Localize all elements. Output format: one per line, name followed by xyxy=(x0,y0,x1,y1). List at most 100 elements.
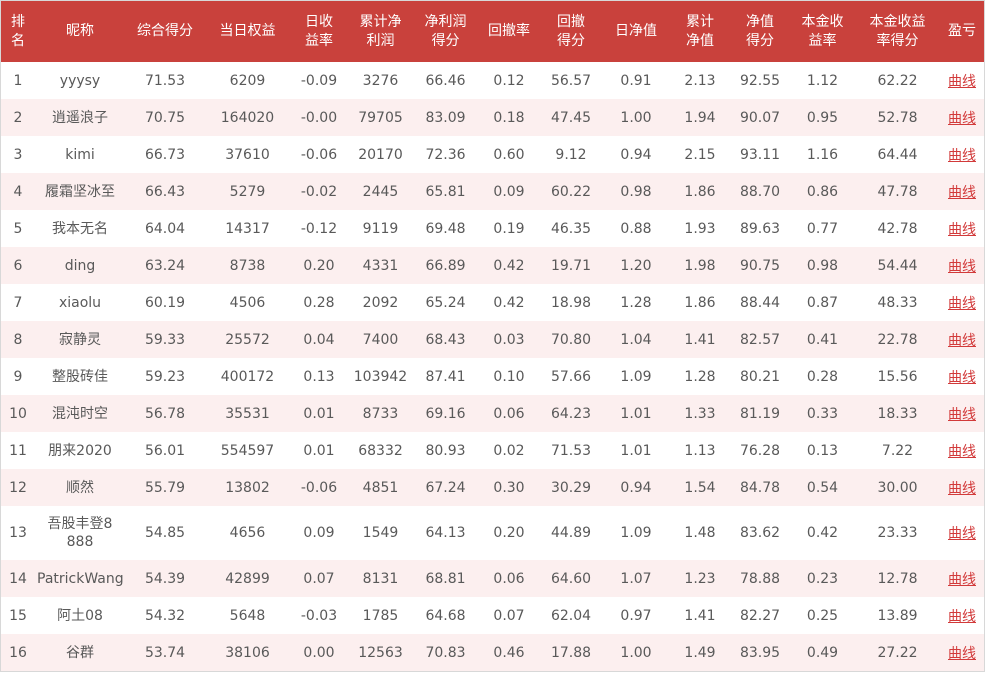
curve-link[interactable]: 曲线 xyxy=(948,608,976,625)
cell-cum-nav: 1.49 xyxy=(684,644,716,661)
cell-nickname: PatrickWang xyxy=(37,570,124,587)
cell-net-profit-score: 65.81 xyxy=(425,183,466,200)
curve-link[interactable]: 曲线 xyxy=(948,332,976,349)
cell-cum-net-profit: 12563 xyxy=(358,644,403,661)
cell-daily-nav: 0.98 xyxy=(620,183,652,200)
cell-composite-score: 54.85 xyxy=(144,525,186,541)
cell-drawdown: 0.12 xyxy=(493,72,525,89)
cell-drawdown: 0.20 xyxy=(493,525,525,541)
cell-rank: 3 xyxy=(13,146,23,163)
cell-cum-nav: 1.28 xyxy=(684,368,716,385)
curve-link[interactable]: 曲线 xyxy=(948,369,976,386)
table-row: 11 朋来2020 56.01 554597 0.01 68332 80.93 0.02 71.… xyxy=(1,432,984,469)
table-row: 13 吾股丰登8888 54.85 4656 0.09 1549 64.13 0.20 44.8… xyxy=(1,506,984,560)
cell-daily-return: 0.28 xyxy=(303,294,335,311)
cell-cum-net-profit: 8733 xyxy=(362,405,399,422)
table-row: 16 谷群 53.74 38106 0.00 12563 70.83 0.46 17.88 1.0… xyxy=(1,634,984,671)
table-row: 5 我本无名 64.04 14317 -0.12 9119 69.48 0.19 46.35 0.… xyxy=(1,210,984,247)
cell-drawdown-score: 70.80 xyxy=(550,331,592,348)
cell-nav-score: 89.63 xyxy=(739,220,781,237)
cell-cum-nav: 1.48 xyxy=(684,525,716,541)
curve-link[interactable]: 曲线 xyxy=(948,110,976,127)
header-pnl: 盈亏 xyxy=(948,23,976,39)
curve-link[interactable]: 曲线 xyxy=(948,406,976,423)
header-nav-score: 净值得分 xyxy=(746,13,774,49)
cell-composite-score: 66.43 xyxy=(144,183,186,200)
cell-daily-return: 0.01 xyxy=(303,405,335,422)
cell-net-profit-score: 66.89 xyxy=(425,257,466,274)
cell-composite-score: 66.73 xyxy=(144,146,186,163)
cell-daily-equity: 35531 xyxy=(225,405,270,422)
cell-nickname: 我本无名 xyxy=(52,220,108,237)
header-daily-return: 日收益率 xyxy=(305,13,333,49)
cell-cum-net-profit: 3276 xyxy=(362,72,399,89)
cell-principal-return-score: 12.78 xyxy=(877,570,918,587)
cell-principal-return: 0.87 xyxy=(806,294,839,311)
curve-link[interactable]: 曲线 xyxy=(948,147,976,164)
table-row: 2 逍遥浪子 70.75 164020 -0.00 79705 83.09 0.18 47.45… xyxy=(1,99,984,136)
cell-nickname: yyysy xyxy=(59,72,101,89)
header-daily-equity: 当日权益 xyxy=(219,23,276,39)
cell-cum-net-profit: 68332 xyxy=(358,442,403,459)
curve-link[interactable]: 曲线 xyxy=(948,443,976,460)
cell-daily-return: 0.20 xyxy=(303,257,335,274)
cell-net-profit-score: 70.83 xyxy=(425,644,466,661)
cell-nickname: ding xyxy=(64,257,96,274)
curve-link[interactable]: 曲线 xyxy=(948,184,976,201)
cell-principal-return: 0.95 xyxy=(806,109,839,126)
cell-cum-nav: 1.41 xyxy=(684,331,716,348)
cell-pnl: 曲线 xyxy=(940,560,984,597)
cell-nickname: 朋来2020 xyxy=(48,442,112,459)
cell-drawdown: 0.30 xyxy=(493,479,525,496)
cell-nav-score: 78.88 xyxy=(739,570,781,587)
cell-drawdown-score: 62.04 xyxy=(550,607,592,624)
curve-link[interactable]: 曲线 xyxy=(948,526,976,542)
cell-composite-score: 55.79 xyxy=(144,479,186,496)
cell-drawdown-score: 17.88 xyxy=(550,644,592,661)
cell-net-profit-score: 69.16 xyxy=(425,405,466,422)
curve-link[interactable]: 曲线 xyxy=(948,645,976,662)
cell-drawdown-score: 64.60 xyxy=(550,570,592,587)
table-row: 9 整股砖佳 59.23 400172 0.13 103942 87.41 0.10 57.66… xyxy=(1,358,984,395)
curve-link[interactable]: 曲线 xyxy=(948,295,976,312)
header-principal-return-score: 本金收益率得分 xyxy=(869,13,926,49)
cell-daily-return: -0.06 xyxy=(300,479,338,496)
curve-link[interactable]: 曲线 xyxy=(948,480,976,497)
cell-principal-return: 1.12 xyxy=(806,72,839,89)
cell-net-profit-score: 80.93 xyxy=(425,442,466,459)
cell-daily-return: -0.00 xyxy=(300,109,338,126)
curve-link[interactable]: 曲线 xyxy=(948,73,976,90)
header-composite-score: 综合得分 xyxy=(137,23,193,39)
cell-principal-return-score: 52.78 xyxy=(877,109,918,126)
table-row: 7 xiaolu 60.19 4506 0.28 2092 65.24 0.42 18.98 1.… xyxy=(1,284,984,321)
cell-pnl: 曲线 xyxy=(940,597,984,634)
cell-daily-return: -0.03 xyxy=(300,607,338,624)
curve-link[interactable]: 曲线 xyxy=(948,571,976,588)
table-body: 1 yyysy 71.53 6209 -0.09 3276 66.46 0.12 56.57 0.… xyxy=(1,62,984,671)
cell-nav-score: 90.75 xyxy=(739,257,781,274)
cell-composite-score: 71.53 xyxy=(144,72,186,89)
cell-composite-score: 60.19 xyxy=(144,294,186,311)
cell-nav-score: 84.78 xyxy=(739,479,781,496)
cell-daily-nav: 1.01 xyxy=(620,442,652,459)
cell-daily-return: 0.01 xyxy=(303,442,335,459)
cell-nickname: kimi xyxy=(65,146,95,163)
cell-rank: 4 xyxy=(13,183,23,200)
cell-composite-score: 54.32 xyxy=(144,607,186,624)
cell-net-profit-score: 83.09 xyxy=(425,109,466,126)
cell-rank: 2 xyxy=(13,109,23,126)
curve-link[interactable]: 曲线 xyxy=(948,258,976,275)
cell-daily-nav: 0.88 xyxy=(620,220,652,237)
cell-drawdown-score: 71.53 xyxy=(550,442,592,459)
cell-daily-equity: 5279 xyxy=(229,183,266,200)
cell-nav-score: 76.28 xyxy=(739,442,781,459)
cell-drawdown: 0.02 xyxy=(493,442,525,459)
cell-cum-net-profit: 4331 xyxy=(362,257,399,274)
cell-daily-equity: 25572 xyxy=(225,331,270,348)
cell-daily-return: -0.09 xyxy=(300,72,338,89)
curve-link[interactable]: 曲线 xyxy=(948,221,976,238)
cell-pnl: 曲线 xyxy=(940,173,984,210)
cell-cum-nav: 1.23 xyxy=(684,570,716,587)
cell-composite-score: 59.33 xyxy=(144,331,186,348)
cell-nickname: 混沌时空 xyxy=(52,405,108,422)
